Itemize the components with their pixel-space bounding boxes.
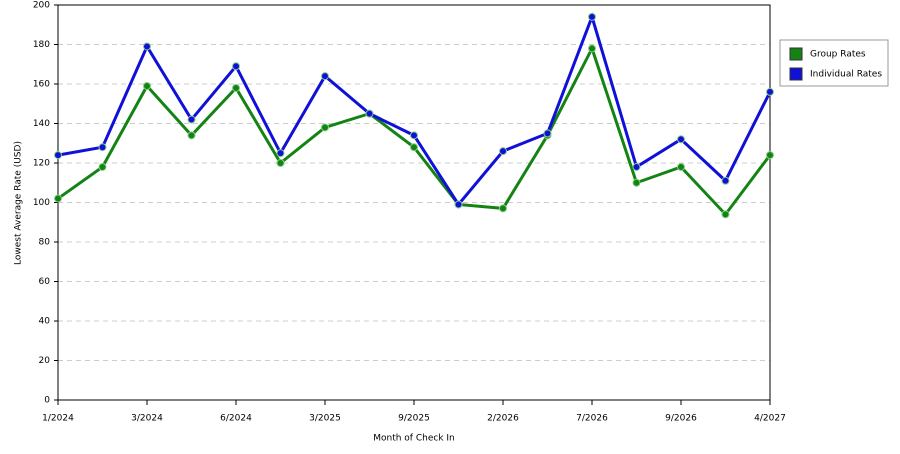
point (276, 159, 285, 167)
y-tick-label: 80 (39, 238, 51, 248)
y-tick-label: 120 (33, 159, 50, 169)
point (499, 147, 507, 156)
point (766, 87, 774, 96)
y-tick-label: 200 (33, 1, 50, 11)
point (98, 143, 107, 152)
point (143, 42, 151, 51)
point (677, 162, 685, 171)
legend-label: Group Rates (810, 50, 866, 60)
point (588, 44, 596, 53)
legend-swatch (789, 67, 803, 81)
x-axis-label: Month of Check In (373, 434, 455, 444)
point (365, 109, 374, 118)
y-axis-label: Lowest Average Rate (USD) (14, 141, 24, 265)
x-tick-label: 6/2024 (220, 414, 252, 424)
point (187, 115, 196, 124)
point (588, 12, 596, 21)
point (143, 81, 151, 90)
point (721, 210, 730, 219)
point (187, 131, 196, 140)
point (232, 83, 240, 92)
x-tick-label: 9/2026 (665, 414, 697, 424)
x-tick-label: 7/2026 (576, 414, 608, 424)
x-tick-label: 9/2025 (398, 414, 430, 424)
point (276, 149, 285, 158)
y-tick-label: 40 (39, 317, 51, 327)
x-tick-label: 1/2024 (42, 414, 74, 424)
x-tick-label: 4/2027 (754, 414, 786, 424)
y-tick-label: 60 (39, 277, 51, 287)
point (321, 72, 329, 81)
legend-label: Individual Rates (810, 70, 882, 80)
point (98, 162, 107, 171)
point (54, 151, 62, 160)
point (721, 176, 730, 185)
point (454, 200, 463, 209)
y-tick-label: 100 (33, 198, 50, 208)
point (677, 135, 685, 144)
y-tick-label: 160 (33, 80, 50, 90)
y-tick-label: 0 (44, 396, 50, 406)
legend-swatch (789, 47, 803, 61)
point (321, 123, 329, 132)
x-tick-label: 3/2025 (309, 414, 341, 424)
point (232, 62, 240, 71)
point (766, 151, 774, 160)
point (543, 129, 552, 138)
x-tick-label: 3/2024 (131, 414, 163, 424)
point (632, 178, 641, 187)
y-tick-label: 180 (33, 40, 50, 50)
point (632, 162, 641, 171)
y-tick-label: 140 (33, 119, 50, 129)
y-tick-label: 20 (39, 356, 51, 366)
point (499, 204, 507, 213)
point (410, 143, 418, 152)
point (410, 131, 418, 140)
point (54, 194, 62, 203)
x-tick-label: 2/2026 (487, 414, 519, 424)
